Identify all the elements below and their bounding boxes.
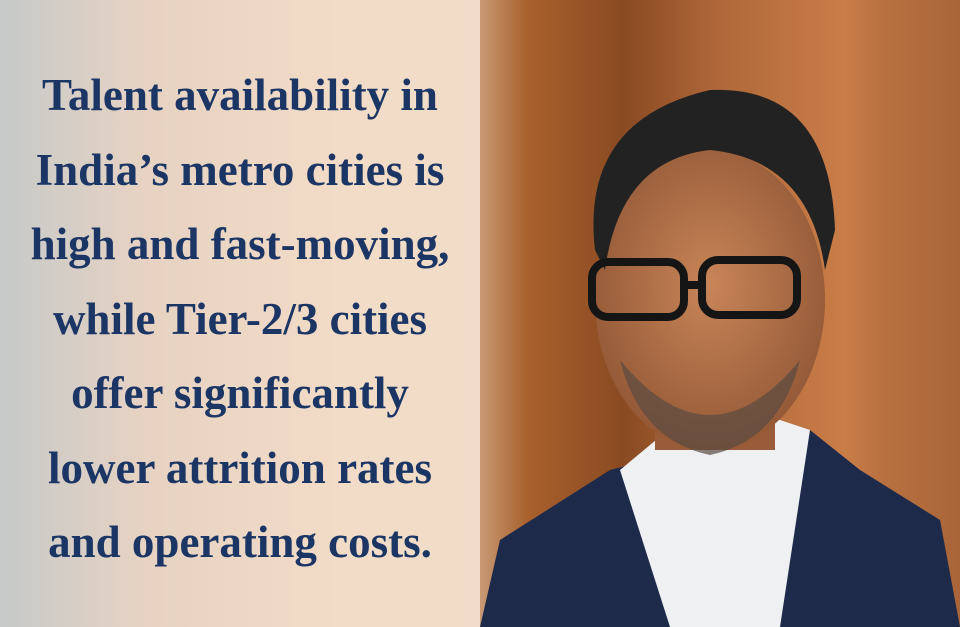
quote-text: Talent availability in India’s metro cit… [0, 58, 480, 580]
shirt-collar [620, 420, 810, 627]
quote-line: offer significantly [71, 368, 409, 418]
quote-line: India’s metro cities is [35, 144, 445, 195]
text-panel [0, 0, 480, 627]
glasses-icon [588, 256, 801, 321]
quote-line: Talent availability in [42, 70, 438, 120]
quote-line: while Tier-2/3 cities [52, 293, 428, 344]
quote-line: lower attrition rates [47, 442, 433, 493]
face [595, 150, 825, 450]
quote-line: and operating costs. [48, 517, 432, 567]
beard [620, 360, 800, 455]
hair [593, 89, 835, 270]
portrait-photo [480, 0, 960, 627]
quote-line: high and fast-moving, [30, 219, 450, 269]
